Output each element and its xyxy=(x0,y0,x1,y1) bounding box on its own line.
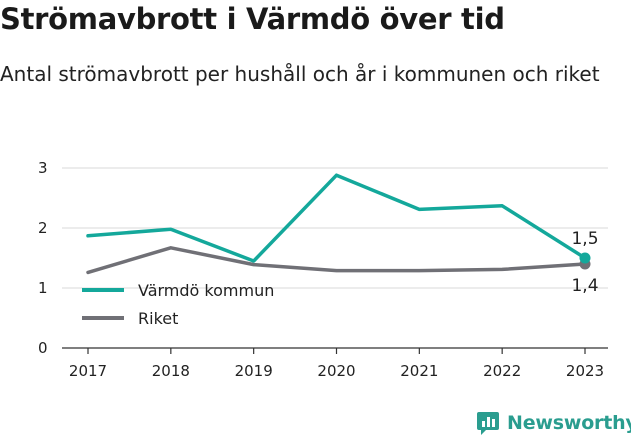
x-tick: 2020 xyxy=(317,362,355,380)
legend-label: Värmdö kommun xyxy=(138,281,274,300)
chart-title: Strömavbrott i Värmdö över tid xyxy=(0,2,505,36)
newsworthy-brand: Newsworthy xyxy=(476,408,631,438)
x-tick-label: 2021 xyxy=(400,362,438,380)
y-tick: 3 xyxy=(38,159,48,177)
x-tick-label: 2018 xyxy=(152,362,190,380)
x-tick-label: 2020 xyxy=(317,362,355,380)
end-value-label: 1,5 xyxy=(571,229,598,249)
series-endpoint-varmdo xyxy=(579,252,591,264)
legend-label: Riket xyxy=(138,309,178,328)
x-tick: 2017 xyxy=(69,362,107,380)
y-tick: 1 xyxy=(38,279,48,297)
x-tick: 2018 xyxy=(152,362,190,380)
x-tick: 2022 xyxy=(483,362,521,380)
y-tick: 2 xyxy=(38,219,48,237)
y-tick-label: 0 xyxy=(38,339,48,357)
chart-subtitle: Antal strömavbrott per hushåll och år i … xyxy=(0,62,600,86)
y-tick-label: 2 xyxy=(38,219,48,237)
gridlines xyxy=(62,167,608,349)
series-line-varmdo xyxy=(86,173,587,263)
x-tick: 2019 xyxy=(235,362,273,380)
y-tick: 0 xyxy=(38,339,48,357)
y-tick-label: 1 xyxy=(38,279,48,297)
y-tick-label: 3 xyxy=(38,159,48,177)
legend-item: Värmdö kommun xyxy=(82,281,274,300)
newsworthy-logo-icon xyxy=(477,412,499,435)
x-tick-label: 2023 xyxy=(566,362,604,380)
brand-name: Newsworthy xyxy=(507,412,631,434)
x-tick-label: 2017 xyxy=(69,362,107,380)
x-tick-label: 2019 xyxy=(235,362,273,380)
series-line-riket xyxy=(86,246,587,275)
y-axis: 0 1 2 3 xyxy=(38,159,48,357)
end-labels: 1,5 1,4 xyxy=(571,229,598,296)
end-value-label: 1,4 xyxy=(571,276,598,296)
series-lines xyxy=(86,173,591,275)
legend-item: Riket xyxy=(82,309,178,328)
legend: Värmdö kommun Riket xyxy=(82,281,274,328)
x-tick: 2021 xyxy=(400,362,438,380)
x-tick-label: 2022 xyxy=(483,362,521,380)
x-axis: 2017 2018 2019 2020 2021 2022 2023 xyxy=(69,348,604,380)
x-tick: 2023 xyxy=(566,362,604,380)
